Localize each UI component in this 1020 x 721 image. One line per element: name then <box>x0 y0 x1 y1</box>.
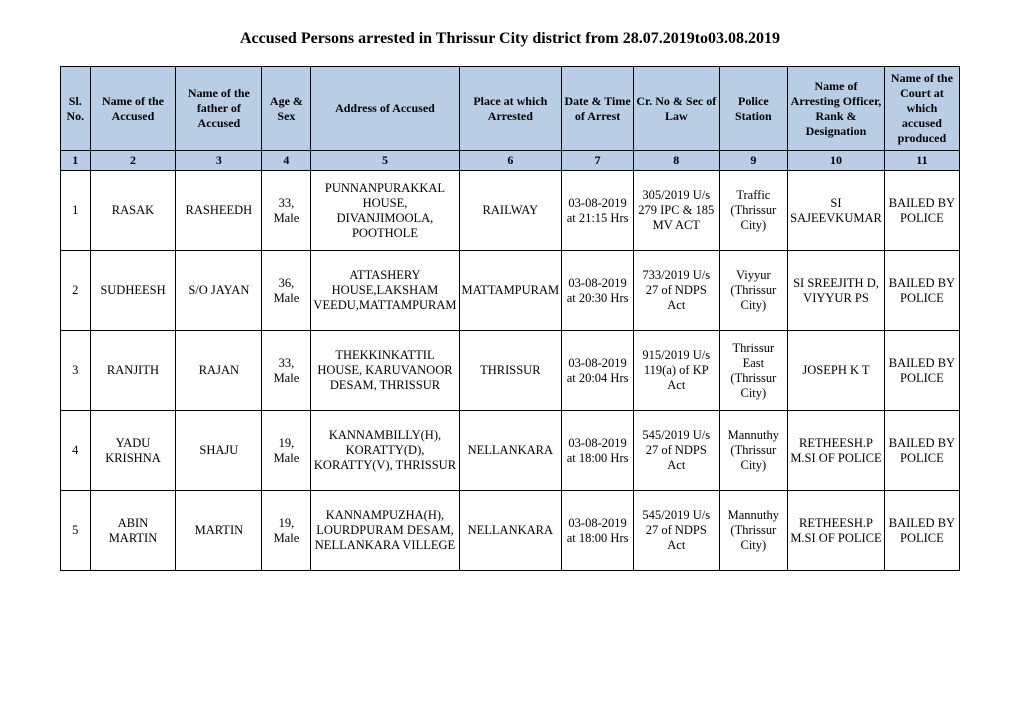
cell-name: ABIN MARTIN <box>90 491 176 571</box>
cell-court: BAILED BY POLICE <box>884 251 959 331</box>
table-numrow: 1 2 3 4 5 6 7 8 9 10 11 <box>61 151 960 171</box>
col-header: Date & Time of Arrest <box>562 67 634 151</box>
col-header: Address of Accused <box>311 67 459 151</box>
cell-sl: 4 <box>61 411 91 491</box>
cell-address: KANNAMBILLY(H), KORATTY(D), KORATTY(V), … <box>311 411 459 491</box>
cell-place: RAILWAY <box>459 171 562 251</box>
table-row: 3RANJITHRAJAN33, MaleTHEKKINKATTIL HOUSE… <box>61 331 960 411</box>
cell-age_sex: 19, Male <box>262 491 311 571</box>
numrow-cell: 11 <box>884 151 959 171</box>
cell-crno: 545/2019 U/s 27 of NDPS Act <box>634 491 720 571</box>
cell-sl: 3 <box>61 331 91 411</box>
cell-father: SHAJU <box>176 411 262 491</box>
numrow-cell: 7 <box>562 151 634 171</box>
table-row: 5ABIN MARTINMARTIN19, MaleKANNAMPUZHA(H)… <box>61 491 960 571</box>
numrow-cell: 5 <box>311 151 459 171</box>
col-header: Age & Sex <box>262 67 311 151</box>
cell-officer: SI SREEJITH D, VIYYUR PS <box>788 251 885 331</box>
table-header-row: Sl. No. Name of the Accused Name of the … <box>61 67 960 151</box>
col-header: Cr. No & Sec of Law <box>634 67 720 151</box>
table-body: 1 2 3 4 5 6 7 8 9 10 11 1RASAKRASHEEDH33… <box>61 151 960 571</box>
cell-father: S/O JAYAN <box>176 251 262 331</box>
cell-officer: RETHEESH.P M.SI OF POLICE <box>788 411 885 491</box>
cell-datetime: 03-08-2019 at 20:04 Hrs <box>562 331 634 411</box>
cell-officer: RETHEESH.P M.SI OF POLICE <box>788 491 885 571</box>
cell-datetime: 03-08-2019 at 18:00 Hrs <box>562 491 634 571</box>
table-row: 4YADU KRISHNASHAJU19, MaleKANNAMBILLY(H)… <box>61 411 960 491</box>
numrow-cell: 2 <box>90 151 176 171</box>
cell-station: Traffic (Thrissur City) <box>719 171 788 251</box>
cell-age_sex: 36, Male <box>262 251 311 331</box>
cell-officer: JOSEPH K T <box>788 331 885 411</box>
cell-court: BAILED BY POLICE <box>884 331 959 411</box>
numrow-cell: 4 <box>262 151 311 171</box>
cell-age_sex: 33, Male <box>262 171 311 251</box>
cell-station: Viyyur (Thrissur City) <box>719 251 788 331</box>
cell-datetime: 03-08-2019 at 18:00 Hrs <box>562 411 634 491</box>
numrow-cell: 8 <box>634 151 720 171</box>
arrests-table: Sl. No. Name of the Accused Name of the … <box>60 66 960 571</box>
numrow-cell: 1 <box>61 151 91 171</box>
cell-name: RASAK <box>90 171 176 251</box>
numrow-cell: 9 <box>719 151 788 171</box>
cell-name: RANJITH <box>90 331 176 411</box>
cell-court: BAILED BY POLICE <box>884 491 959 571</box>
cell-name: YADU KRISHNA <box>90 411 176 491</box>
cell-place: NELLANKARA <box>459 411 562 491</box>
cell-father: MARTIN <box>176 491 262 571</box>
cell-address: PUNNANPURAKKAL HOUSE, DIVANJIMOOLA, POOT… <box>311 171 459 251</box>
cell-court: BAILED BY POLICE <box>884 411 959 491</box>
table-row: 2SUDHEESHS/O JAYAN36, MaleATTASHERY HOUS… <box>61 251 960 331</box>
numrow-cell: 10 <box>788 151 885 171</box>
table-row: 1RASAKRASHEEDH33, MalePUNNANPURAKKAL HOU… <box>61 171 960 251</box>
col-header: Name of the Accused <box>90 67 176 151</box>
cell-address: ATTASHERY HOUSE,LAKSHAM VEEDU,MATTAMPURA… <box>311 251 459 331</box>
cell-place: NELLANKARA <box>459 491 562 571</box>
cell-sl: 2 <box>61 251 91 331</box>
page-title: Accused Persons arrested in Thrissur Cit… <box>60 30 960 48</box>
cell-crno: 545/2019 U/s 27 of NDPS Act <box>634 411 720 491</box>
cell-place: THRISSUR <box>459 331 562 411</box>
col-header: Sl. No. <box>61 67 91 151</box>
cell-station: Mannuthy (Thrissur City) <box>719 491 788 571</box>
cell-station: Thrissur East (Thrissur City) <box>719 331 788 411</box>
col-header: Place at which Arrested <box>459 67 562 151</box>
cell-datetime: 03-08-2019 at 21:15 Hrs <box>562 171 634 251</box>
cell-station: Mannuthy (Thrissur City) <box>719 411 788 491</box>
cell-officer: SI SAJEEVKUMAR <box>788 171 885 251</box>
cell-father: RAJAN <box>176 331 262 411</box>
cell-address: KANNAMPUZHA(H), LOURDPURAM DESAM, NELLAN… <box>311 491 459 571</box>
col-header: Name of the Court at which accused produ… <box>884 67 959 151</box>
cell-age_sex: 33, Male <box>262 331 311 411</box>
numrow-cell: 6 <box>459 151 562 171</box>
cell-court: BAILED BY POLICE <box>884 171 959 251</box>
cell-place: MATTAMPURAM <box>459 251 562 331</box>
cell-father: RASHEEDH <box>176 171 262 251</box>
cell-crno: 733/2019 U/s 27 of NDPS Act <box>634 251 720 331</box>
cell-sl: 1 <box>61 171 91 251</box>
col-header: Name of Arresting Officer, Rank & Design… <box>788 67 885 151</box>
cell-datetime: 03-08-2019 at 20:30 Hrs <box>562 251 634 331</box>
cell-crno: 305/2019 U/s 279 IPC & 185 MV ACT <box>634 171 720 251</box>
cell-crno: 915/2019 U/s 119(a) of KP Act <box>634 331 720 411</box>
cell-age_sex: 19, Male <box>262 411 311 491</box>
cell-name: SUDHEESH <box>90 251 176 331</box>
numrow-cell: 3 <box>176 151 262 171</box>
col-header: Name of the father of Accused <box>176 67 262 151</box>
cell-address: THEKKINKATTIL HOUSE, KARUVANOOR DESAM, T… <box>311 331 459 411</box>
col-header: Police Station <box>719 67 788 151</box>
cell-sl: 5 <box>61 491 91 571</box>
